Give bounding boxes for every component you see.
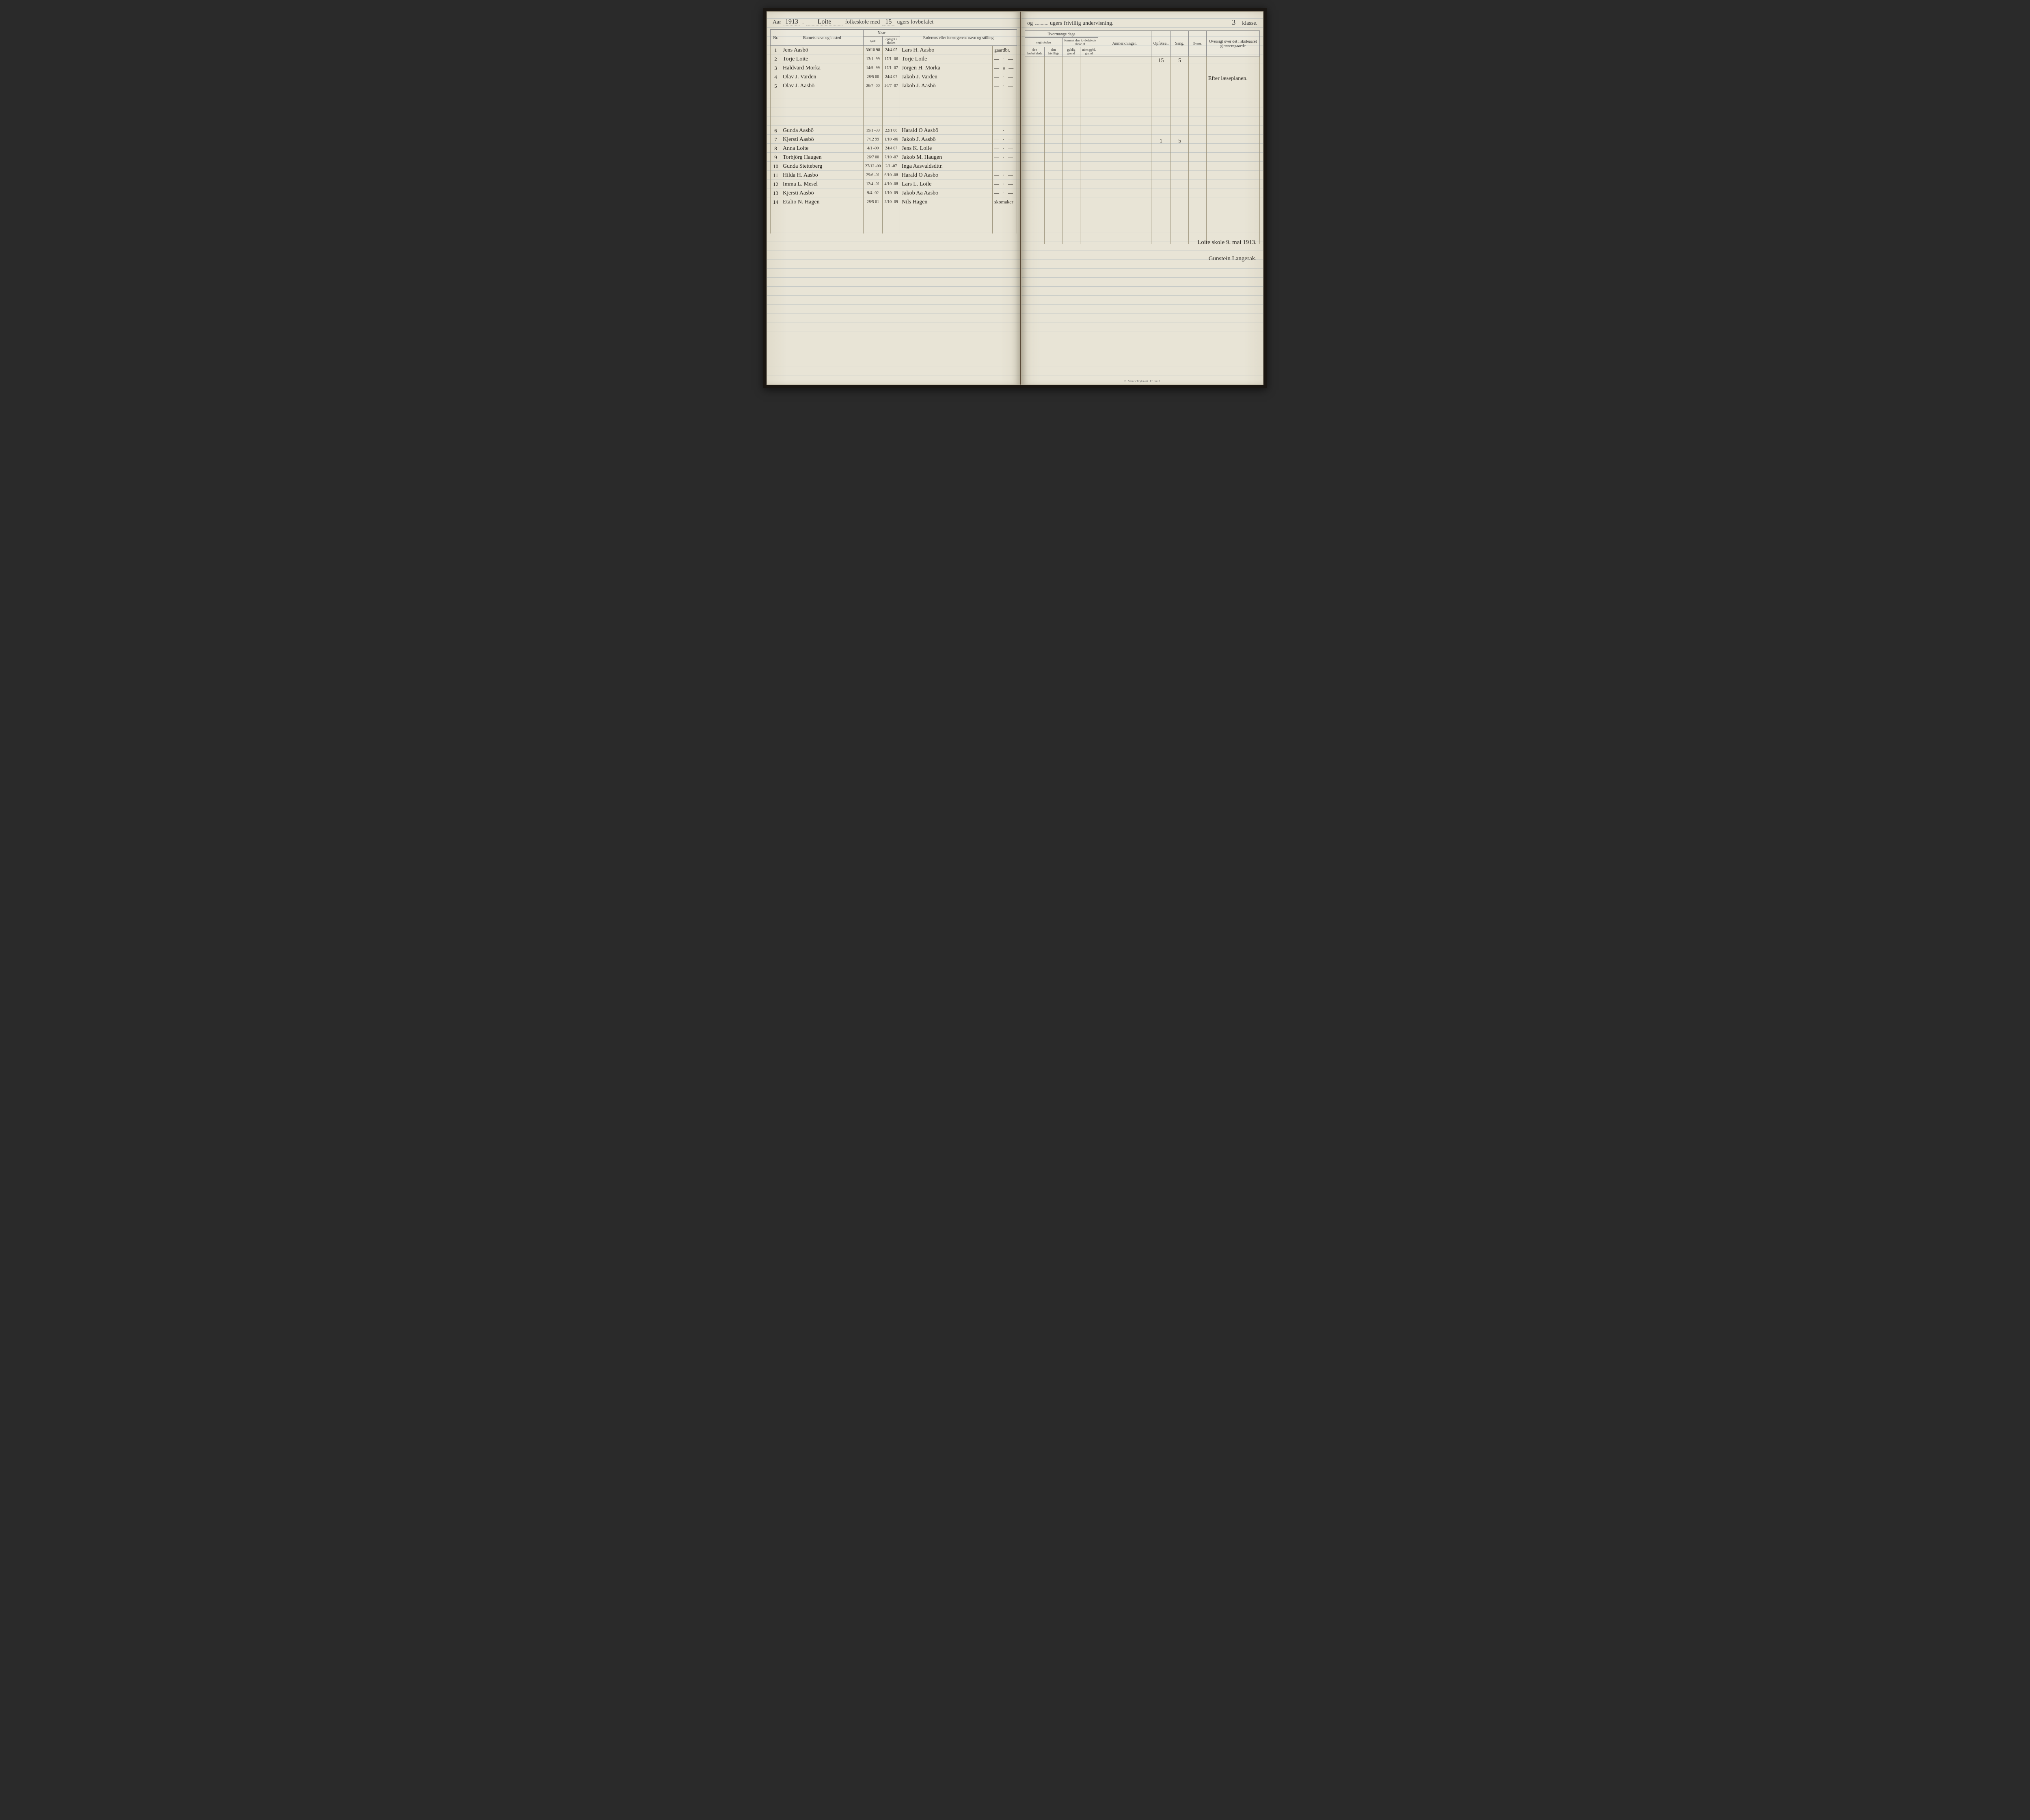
table-row <box>1025 65 1259 74</box>
right-header: og ugers frivillig undervisning. 3 klass… <box>1025 17 1260 31</box>
table-row: 8Anna Loite4/1 -0024/4 07Jens K. Loile— … <box>771 144 1017 153</box>
uger-lov-text: ugers lovbefalet <box>897 19 933 26</box>
left-tbody: 1Jens Aasbö30/10 9824/4 05Lars H. Aasbog… <box>771 46 1017 233</box>
table-row <box>1025 190 1259 199</box>
table-row: 3Haldvard Morka14/9 -9917/1 -07Jörgen H.… <box>771 64 1017 73</box>
blank-row <box>771 91 1017 108</box>
table-row <box>1025 182 1259 190</box>
og-text: og <box>1027 20 1033 27</box>
left-page: Aar 1913 . Loite folkeskole med 15 ugers… <box>767 11 1021 385</box>
col-anmerk: Anmerkninger. <box>1098 31 1151 56</box>
aar-value: 1913 <box>784 18 800 26</box>
table-row: 10Gunda Stetteberg27/12 -002/1 -07Inga A… <box>771 162 1017 171</box>
blank-row <box>771 216 1017 225</box>
col-evner: Evner. <box>1189 31 1207 56</box>
folkeskole-text: folkeskole med <box>845 19 880 26</box>
table-row <box>1025 164 1259 173</box>
col-fodt: født <box>863 37 883 46</box>
col-hvormange: Hvormange dage <box>1025 31 1098 38</box>
table-row: 15 <box>1025 137 1259 146</box>
table-row: 13Kjersti Aasbö9/4 -021/10 -09Jakob Aa A… <box>771 189 1017 198</box>
uger-friv-value <box>1035 24 1047 25</box>
table-row: 12Imma L. Mesel12/4 -014/10 -08Lars L. L… <box>771 180 1017 189</box>
table-row <box>1025 173 1259 182</box>
uger-friv-text: ugers frivillig undervisning. <box>1050 20 1114 27</box>
table-row <box>1025 199 1259 208</box>
right-page: og ugers frivillig undervisning. 3 klass… <box>1021 11 1263 385</box>
blank-row <box>771 225 1017 233</box>
col-naar: Naar <box>863 30 900 37</box>
col-forsomt: forsømt den lovbefalede skole af <box>1063 38 1098 47</box>
right-tbody: 155 Efter læseplanen. 15 <box>1025 56 1259 244</box>
table-row: 5Olav J. Aasbö26/7 -0026/7 -07Jakob J. A… <box>771 82 1017 91</box>
col-navn: Barnets navn og bosted <box>781 30 864 46</box>
table-row: Efter læseplanen. <box>1025 74 1259 83</box>
klasse-value: 3 <box>1228 18 1240 27</box>
aar-label: Aar <box>773 19 781 26</box>
table-row: 6Gunda Aasbö19/1 -9922/1 06Harald O Aasb… <box>771 126 1017 135</box>
blank-row <box>771 207 1017 216</box>
table-row <box>1025 208 1259 217</box>
table-row: 14Etalio N. Hagen28/5 012/10 -09Nils Hag… <box>771 198 1017 207</box>
note-signature: Gunstein Langerak. <box>1209 255 1257 262</box>
table-row: 1Jens Aasbö30/10 9824/4 05Lars H. Aasbog… <box>771 46 1017 55</box>
col-sang: Sang. <box>1171 31 1189 56</box>
table-row <box>1025 155 1259 164</box>
table-row: 4Olav J. Varden28/5 0024/4 07Jakob J. Va… <box>771 73 1017 82</box>
right-table: Hvormange dage Anmerkninger. Opførsel. S… <box>1025 31 1260 244</box>
table-row <box>1025 83 1259 92</box>
col-optaget: optaget i skolen <box>883 37 900 46</box>
note-date: Loite skole 9. mai 1913. <box>1197 239 1257 246</box>
blank-row <box>1025 119 1259 137</box>
col-gyldig: gyldig grund <box>1063 47 1080 56</box>
table-row: 9Torbjörg Haugen26/7 007/10 -07Jakob M. … <box>771 153 1017 162</box>
col-sogt: søgt skolen <box>1025 38 1062 47</box>
col-uden: uden gyld. grund <box>1080 47 1098 56</box>
blank-row <box>1025 217 1259 226</box>
ledger-book: Aar 1913 . Loite folkeskole med 15 ugers… <box>763 8 1267 388</box>
blank-row <box>771 108 1017 126</box>
blank-row <box>1025 226 1259 235</box>
school-name: Loite <box>806 18 843 26</box>
table-row <box>1025 92 1259 101</box>
col-lovbef: den lovbefalede <box>1025 47 1044 56</box>
table-row: 155 <box>1025 56 1259 65</box>
col-fader: Faderens eller forsørgerens navn og stil… <box>900 30 1017 46</box>
table-row: 2Torje Loite13/1 -9917/1 -06Torje Loile—… <box>771 55 1017 64</box>
printer-mark: E. Sem's Trykkeri. Fr. hald <box>1124 380 1160 383</box>
left-table: Nr. Barnets navn og bosted Naar Faderens… <box>770 30 1017 233</box>
blank-row <box>1025 101 1259 119</box>
left-header: Aar 1913 . Loite folkeskole med 15 ugers… <box>770 17 1017 30</box>
col-nr: Nr. <box>771 30 781 46</box>
col-friv: den frivillige <box>1045 47 1063 56</box>
table-row: 7Kjersti Aasbö7/12 991/10 -06Jakob J. Aa… <box>771 135 1017 144</box>
table-row: 11Hilda H. Aasbo29/6 -016/10 -08Harald O… <box>771 171 1017 180</box>
col-oversigt: Oversigt over det i skoleaaret gjennemga… <box>1206 31 1259 56</box>
table-row <box>1025 146 1259 155</box>
uger-lov-value: 15 <box>882 18 894 26</box>
col-opforsel: Opførsel. <box>1151 31 1171 56</box>
klasse-label: klasse. <box>1242 20 1257 27</box>
note-efter: Efter læseplanen. <box>1206 74 1259 83</box>
